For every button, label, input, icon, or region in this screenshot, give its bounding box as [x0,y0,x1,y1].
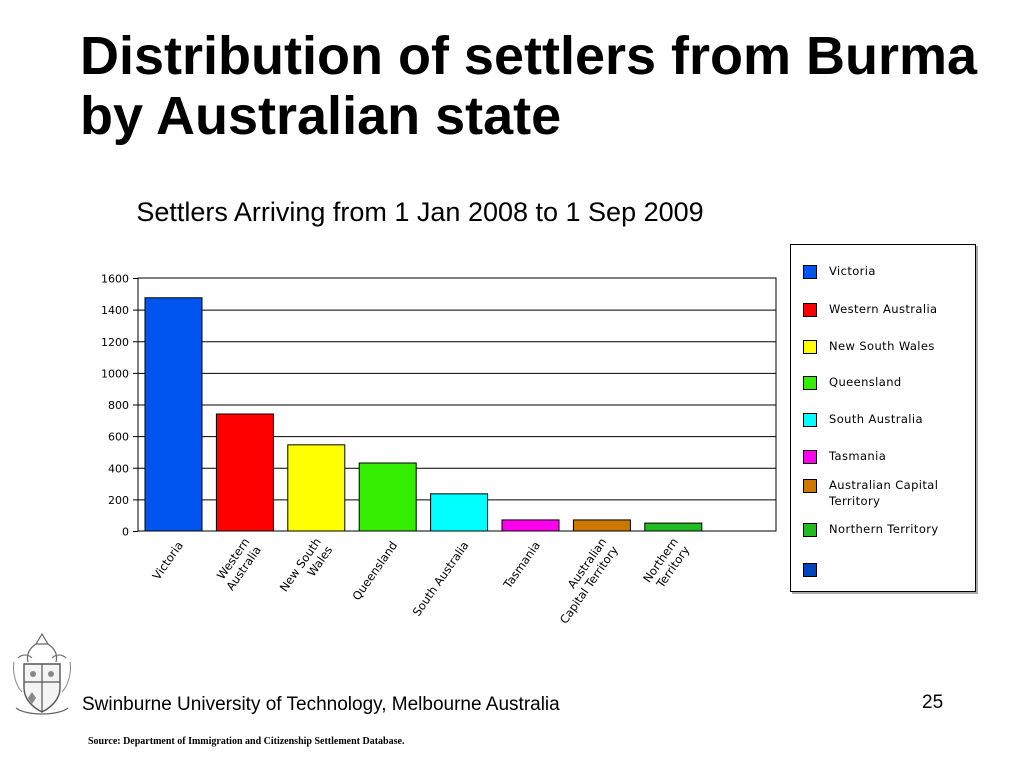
bar-5 [501,519,560,532]
bar-4 [430,493,489,532]
legend-item: Queensland [803,374,969,390]
y-tick-label: 1400 [101,304,129,317]
legend-swatch [803,413,817,427]
legend-label: Tasmania [829,449,887,463]
y-tick-label: 0 [122,526,129,539]
bar-0 [144,297,203,532]
y-tick-label: 200 [108,494,129,507]
footer-institution: Swinburne University of Technology, Melb… [82,694,560,715]
bar-7 [644,522,703,532]
legend-swatch [803,450,817,464]
legend-item: Northern Territory [803,521,969,537]
legend-swatch [803,265,817,279]
university-crest-icon [13,632,71,715]
x-tick-label: Queensland [349,539,400,603]
y-tick-label: 1200 [101,336,129,349]
x-tick-label: South Australia [410,539,472,619]
y-tick-label: 400 [108,462,129,475]
page-number: 25 [922,692,944,713]
legend-item: Australian Capital Territory [803,477,969,509]
legend-item: Tasmania [803,448,969,464]
legend-label: Queensland [829,375,902,389]
legend-label: Victoria [829,264,876,278]
legend-item: South Australia [803,411,969,427]
bar-2 [287,444,346,532]
legend-item: Western Australia [803,301,969,317]
x-tick-label: New SouthWales [277,535,336,602]
slide-title: Distribution of settlers from Burma by A… [80,26,978,146]
x-tick-label: NorthernTerritory [640,535,692,593]
chart-legend: Victoria Western Australia New South Wales… [790,244,976,592]
legend-label: New South Wales [829,339,935,353]
bar-6 [572,519,631,532]
legend-swatch [803,340,817,354]
legend-item: New South Wales [803,338,969,354]
chart-title: Settlers Arriving from 1 Jan 2008 to 1 S… [136,197,704,227]
bar-chart: 0 200 400 600 800 1000 1200 1400 1600 Victoria Wes… [101,273,777,626]
x-tick-label: Tasmania [500,539,543,592]
legend-item: Victoria [803,263,969,279]
y-tick-label: 1000 [101,367,129,380]
bar-3 [358,462,417,532]
legend-item [803,561,969,577]
legend-swatch [803,376,817,390]
legend-swatch [803,303,817,317]
x-tick-label: WesternAustralia [212,535,264,593]
legend-label: Northern Territory [829,522,939,536]
y-tick-label: 800 [108,399,129,412]
x-tick-label: Victoria [149,539,186,583]
bar-1 [215,413,274,532]
source-note: Source: Department of Immigration and Ci… [88,736,405,747]
legend-label: South Australia [829,412,923,426]
legend-swatch [803,523,817,537]
legend-swatch [803,563,817,577]
legend-swatch [803,479,817,493]
y-tick-label: 1600 [101,273,129,286]
y-tick-label: 600 [108,431,129,444]
legend-label: Western Australia [829,302,938,316]
x-tick-label: AustralianCapital Territory [545,535,621,626]
legend-label: Australian Capital Territory [829,478,939,508]
